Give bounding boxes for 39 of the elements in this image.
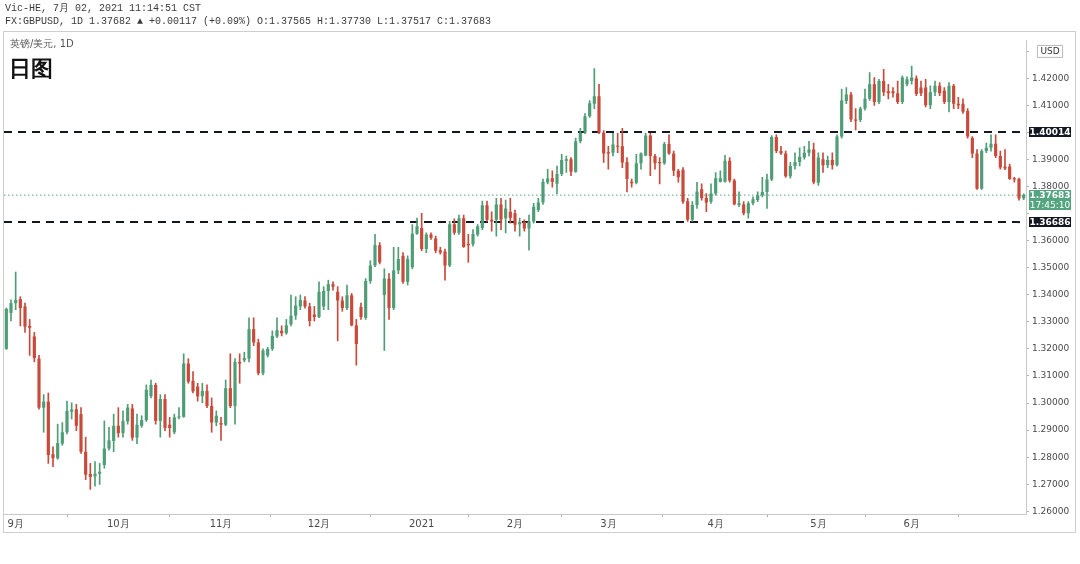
candlestick bbox=[331, 281, 335, 291]
x-tick-label: 5月 bbox=[810, 517, 827, 529]
text: Vic-HE, 7月 02, 2021 11:14:51 CST bbox=[5, 3, 202, 15]
x-tick-label: 12月 bbox=[307, 517, 331, 529]
y-tick-label: 1.29000 bbox=[1032, 424, 1070, 435]
y-tick-label: 1.35000 bbox=[1032, 262, 1070, 273]
text: FX:GBPUSD, 1D 1.37682 ▲ +0.00117 (+0.09%) O:1.37565 H:1.37730 L:1.37517 C:1.37683 bbox=[5, 16, 492, 28]
y-tick-label: 1.41000 bbox=[1032, 99, 1070, 110]
y-tick-label: 1.27000 bbox=[1032, 478, 1070, 489]
candlestick bbox=[891, 87, 895, 98]
ref-line-label: 1.40014 bbox=[1029, 126, 1071, 137]
y-tick-label: 1.38000 bbox=[1032, 180, 1070, 191]
x-tick-label: 10月 bbox=[106, 517, 130, 529]
candlestick bbox=[219, 417, 223, 441]
ref-line-label: 1.37683 bbox=[1029, 189, 1071, 200]
text: 日图 bbox=[9, 56, 53, 82]
y-tick-label: 1.26000 bbox=[1032, 505, 1070, 516]
y-tick-label: 1.32000 bbox=[1032, 343, 1070, 354]
y-tick-label: 1.28000 bbox=[1032, 451, 1070, 462]
x-tick-label: 2月 bbox=[506, 517, 524, 529]
x-tick-label: 9月 bbox=[7, 517, 24, 529]
y-tick-label: 1.36000 bbox=[1032, 235, 1070, 246]
candlestick bbox=[793, 152, 797, 170]
ref-line-label: 1.36686 bbox=[1029, 216, 1071, 227]
y-tick-label: 1.34000 bbox=[1032, 289, 1070, 300]
x-tick-label: 4月 bbox=[707, 517, 724, 529]
y-tick-label: 1.31000 bbox=[1032, 370, 1070, 381]
text: 17:45:10 bbox=[1029, 199, 1071, 210]
x-tick-label: 2021 bbox=[408, 517, 435, 529]
y-tick-label: 1.39000 bbox=[1032, 153, 1070, 164]
text: USD bbox=[1040, 46, 1060, 57]
y-tick-label: 1.42000 bbox=[1032, 72, 1070, 83]
y-tick-label: 1.33000 bbox=[1032, 316, 1070, 327]
chart-subtitle: 英镑/美元, 1D bbox=[10, 38, 74, 50]
candlestick bbox=[527, 214, 531, 251]
x-tick-label: 3月 bbox=[600, 517, 617, 529]
x-tick-label: 11月 bbox=[209, 517, 233, 529]
y-tick-label: 1.30000 bbox=[1032, 397, 1070, 408]
x-tick-label: 6月 bbox=[903, 517, 920, 529]
